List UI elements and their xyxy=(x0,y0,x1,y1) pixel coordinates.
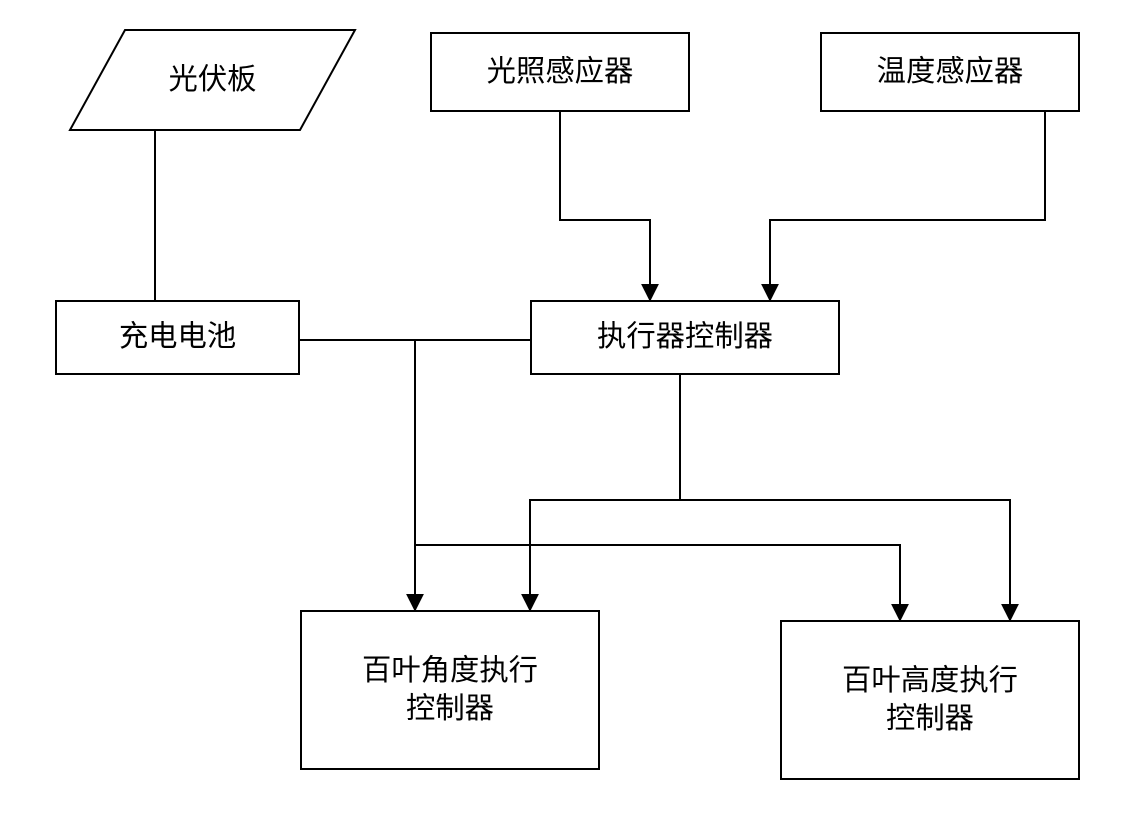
node-label: 充电电池 xyxy=(119,318,236,356)
node-actuator-controller: 执行器控制器 xyxy=(530,300,840,375)
node-label: 执行器控制器 xyxy=(597,318,773,356)
node-battery: 充电电池 xyxy=(55,300,300,375)
edge-light_to_ctrl xyxy=(560,112,650,300)
node-angle-controller: 百叶角度执行 控制器 xyxy=(300,610,600,770)
node-pv-panel: 光伏板 xyxy=(98,30,328,130)
node-label: 百叶角度执行 控制器 xyxy=(362,652,538,728)
node-label: 百叶高度执行 控制器 xyxy=(842,662,1018,738)
edge-ctrl_to_height xyxy=(680,500,1010,620)
node-label: 温度感应器 xyxy=(877,53,1024,91)
diagram-stage: 光伏板 光照感应器 温度感应器 充电电池 执行器控制器 百叶角度执行 控制器 百… xyxy=(0,0,1144,827)
edge-ctrl_to_angle xyxy=(530,500,680,610)
node-height-controller: 百叶高度执行 控制器 xyxy=(780,620,1080,780)
node-temp-sensor: 温度感应器 xyxy=(820,32,1080,112)
node-label: 光照感应器 xyxy=(487,53,634,91)
node-label: 光伏板 xyxy=(169,61,257,99)
edge-bus_to_height_branch xyxy=(415,545,900,620)
node-light-sensor: 光照感应器 xyxy=(430,32,690,112)
edge-temp_to_ctrl xyxy=(770,112,1045,300)
